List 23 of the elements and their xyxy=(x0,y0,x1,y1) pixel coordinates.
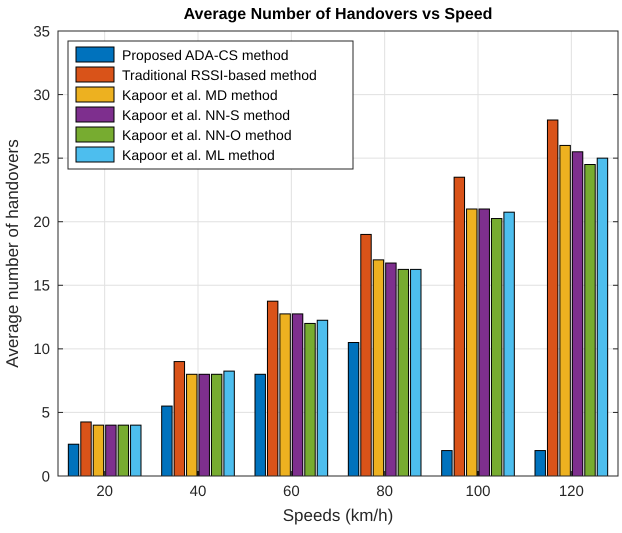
legend-label: Kapoor et al. ML method xyxy=(122,146,275,163)
y-tick-label: 20 xyxy=(33,214,50,231)
x-tick-label: 20 xyxy=(96,483,114,500)
y-tick-label: 5 xyxy=(42,404,50,422)
legend-label: Kapoor et al. MD method xyxy=(122,86,278,103)
y-axis-title: Average number of handovers xyxy=(3,139,22,368)
legend-label: Proposed ADA-CS method xyxy=(122,46,289,63)
y-tick-label: 10 xyxy=(33,341,50,358)
legend-label: Kapoor et al. NN-O method xyxy=(122,126,292,143)
chart-title: Average Number of Handovers vs Speed xyxy=(184,6,492,23)
x-tick-label: 40 xyxy=(190,483,206,500)
y-tick-label: 35 xyxy=(33,23,50,40)
legend-label: Kapoor et al. NN-S method xyxy=(122,106,290,123)
legend-label: Traditional RSSI-based method xyxy=(122,66,317,83)
x-tick-label: 60 xyxy=(282,483,300,500)
y-tick-label: 0 xyxy=(42,468,50,486)
y-tick-label: 25 xyxy=(33,150,50,168)
y-tick-label: 30 xyxy=(33,86,50,104)
y-tick-label: 15 xyxy=(33,278,50,295)
x-tick-label: 100 xyxy=(465,483,491,500)
x-tick-label: 120 xyxy=(558,483,584,500)
x-tick-label: 80 xyxy=(376,483,394,500)
x-axis-title: Speeds (km/h) xyxy=(282,506,394,525)
